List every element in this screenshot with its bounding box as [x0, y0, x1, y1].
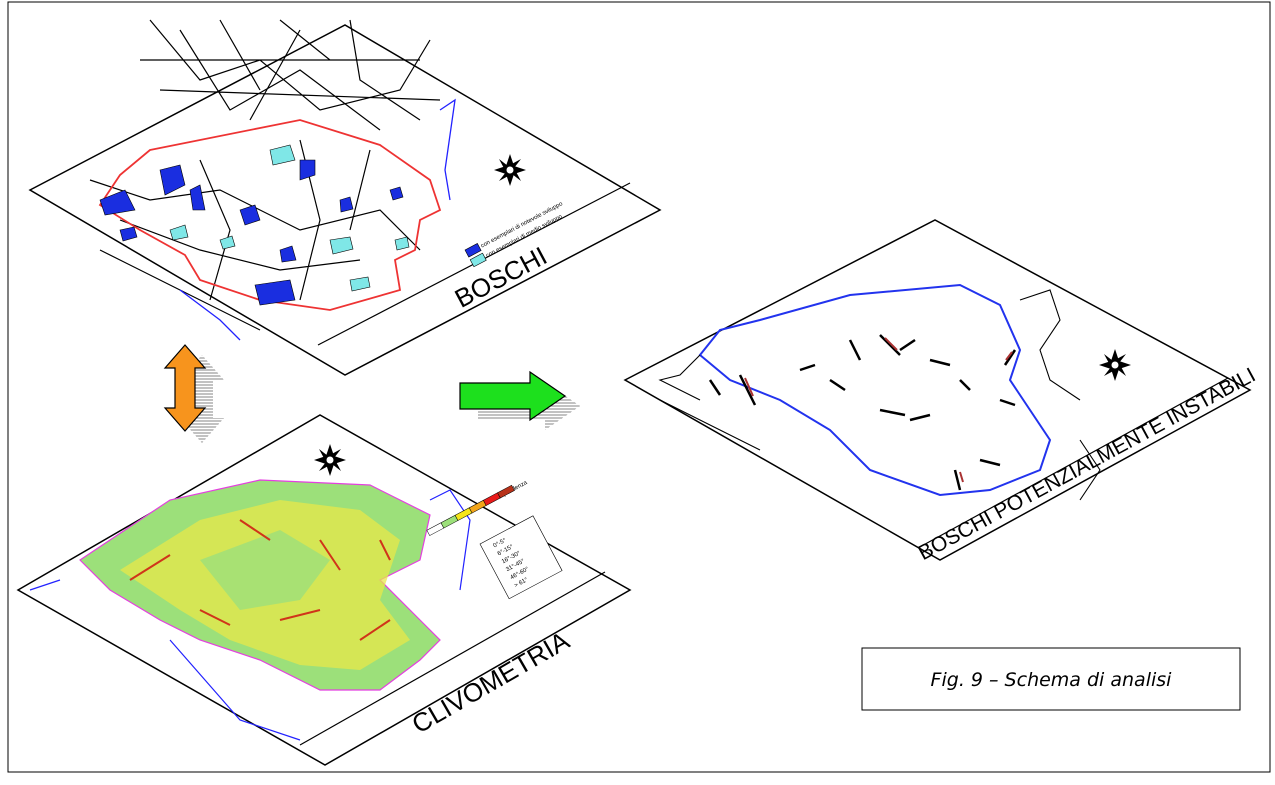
caption: Fig. 9 – Schema di analisi: [931, 669, 1173, 691]
figure: con esemplari di notevole sviluppo con e…: [0, 0, 1275, 785]
